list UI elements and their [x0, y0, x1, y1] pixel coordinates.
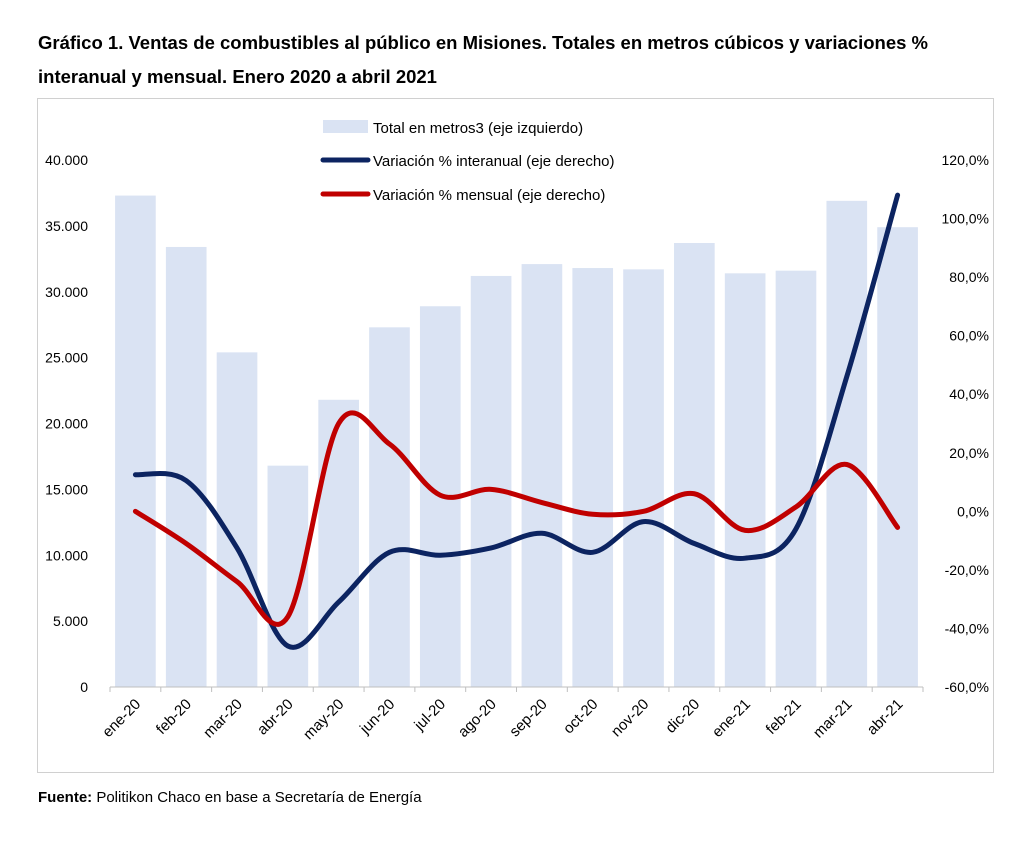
- combo-chart: 0 5.000 10.000 15.000 20.000 25.000 30.000 35.0…: [45, 120, 989, 743]
- x-tick-label-ene-21: ene-21: [709, 696, 754, 741]
- bar-mar-20: [216, 352, 258, 687]
- x-tick-label-oct-20: oct-20: [560, 696, 602, 738]
- x-tick-label-abr-20: abr-20: [254, 696, 297, 739]
- y-right-tick-label: 0,0%: [957, 503, 989, 519]
- x-tick-label-abr-21: abr-21: [864, 696, 907, 739]
- x-tick-label-ene-20: ene-20: [99, 696, 144, 741]
- y-left-tick-label: 0: [80, 679, 88, 695]
- y-left-tick-label: 35.000: [45, 218, 88, 234]
- chart-title: Gráfico 1. Ventas de combustibles al púb…: [38, 32, 928, 87]
- source-text: Politikon Chaco en base a Secretaría de …: [92, 789, 422, 806]
- y-right-tick-label: -40,0%: [945, 620, 989, 636]
- y-right-tick-label: 80,0%: [949, 269, 989, 285]
- y-left-tick-label: 30.000: [45, 284, 88, 300]
- bar-ago-20: [470, 275, 512, 687]
- bar-may-20: [318, 399, 359, 687]
- y-right-tick-label: -20,0%: [945, 562, 989, 578]
- bar-mar-21: [826, 200, 868, 687]
- bar-dic-20: [674, 243, 715, 687]
- bar-sep-20: [521, 264, 563, 687]
- y-left-tick-label: 15.000: [45, 481, 88, 497]
- bar-ene-20: [115, 195, 156, 687]
- x-tick-label-sep-20: sep-20: [506, 696, 550, 740]
- x-tick-label-jul-20: jul-20: [410, 696, 449, 735]
- y-left-tick-label: 40.000: [45, 152, 88, 168]
- x-tick-label-dic-20: dic-20: [662, 696, 703, 737]
- x-tick-label-may-20: may-20: [300, 696, 347, 743]
- x-tick-label-jun-20: jun-20: [356, 696, 398, 738]
- source-note: Fuente: Politikon Chaco en base a Secret…: [38, 789, 422, 806]
- x-tick-label-feb-21: feb-21: [763, 696, 805, 738]
- x-tick-label-mar-21: mar-21: [810, 696, 856, 742]
- chart-frame: 0 5.000 10.000 15.000 20.000 25.000 30.000 35.0…: [37, 98, 994, 773]
- bar-feb-21: [775, 270, 817, 687]
- y-left-tick-label: 20.000: [45, 416, 88, 432]
- series-line-interanual: [132, 192, 901, 650]
- y-left-tick-label: 5.000: [53, 613, 88, 629]
- y-right-tick-label: 60,0%: [949, 328, 989, 344]
- bar-nov-20: [623, 269, 664, 687]
- y-left-tick-label: 10.000: [45, 547, 88, 563]
- y-left-tick-label: 25.000: [45, 350, 88, 366]
- x-tick-label-feb-20: feb-20: [153, 696, 195, 738]
- bar-oct-20: [572, 268, 614, 687]
- y-right-tick-label: -60,0%: [945, 679, 989, 695]
- source-label: Fuente:: [38, 789, 93, 806]
- legend-swatch-bars: [323, 120, 368, 133]
- x-tick-label-ago-20: ago-20: [455, 696, 500, 741]
- y-right-tick-label: 120,0%: [942, 152, 989, 168]
- legend-label-bars: Total en metros3 (eje izquierdo): [373, 120, 583, 137]
- legend-label-mensual: Variación % mensual (eje derecho): [373, 187, 605, 204]
- bar-jun-20: [369, 327, 410, 687]
- bar-abr-21: [877, 227, 918, 687]
- legend-label-interanual: Variación % interanual (eje derecho): [373, 153, 615, 170]
- bar-feb-20: [165, 246, 207, 687]
- y-right-tick-label: 100,0%: [942, 211, 989, 227]
- x-tick-label-mar-20: mar-20: [200, 696, 246, 742]
- y-right-tick-label: 20,0%: [949, 445, 989, 461]
- series-line-mensual: [132, 410, 901, 627]
- bar-ene-21: [724, 273, 766, 687]
- x-tick-label-nov-20: nov-20: [608, 696, 652, 740]
- y-right-tick-label: 40,0%: [949, 386, 989, 402]
